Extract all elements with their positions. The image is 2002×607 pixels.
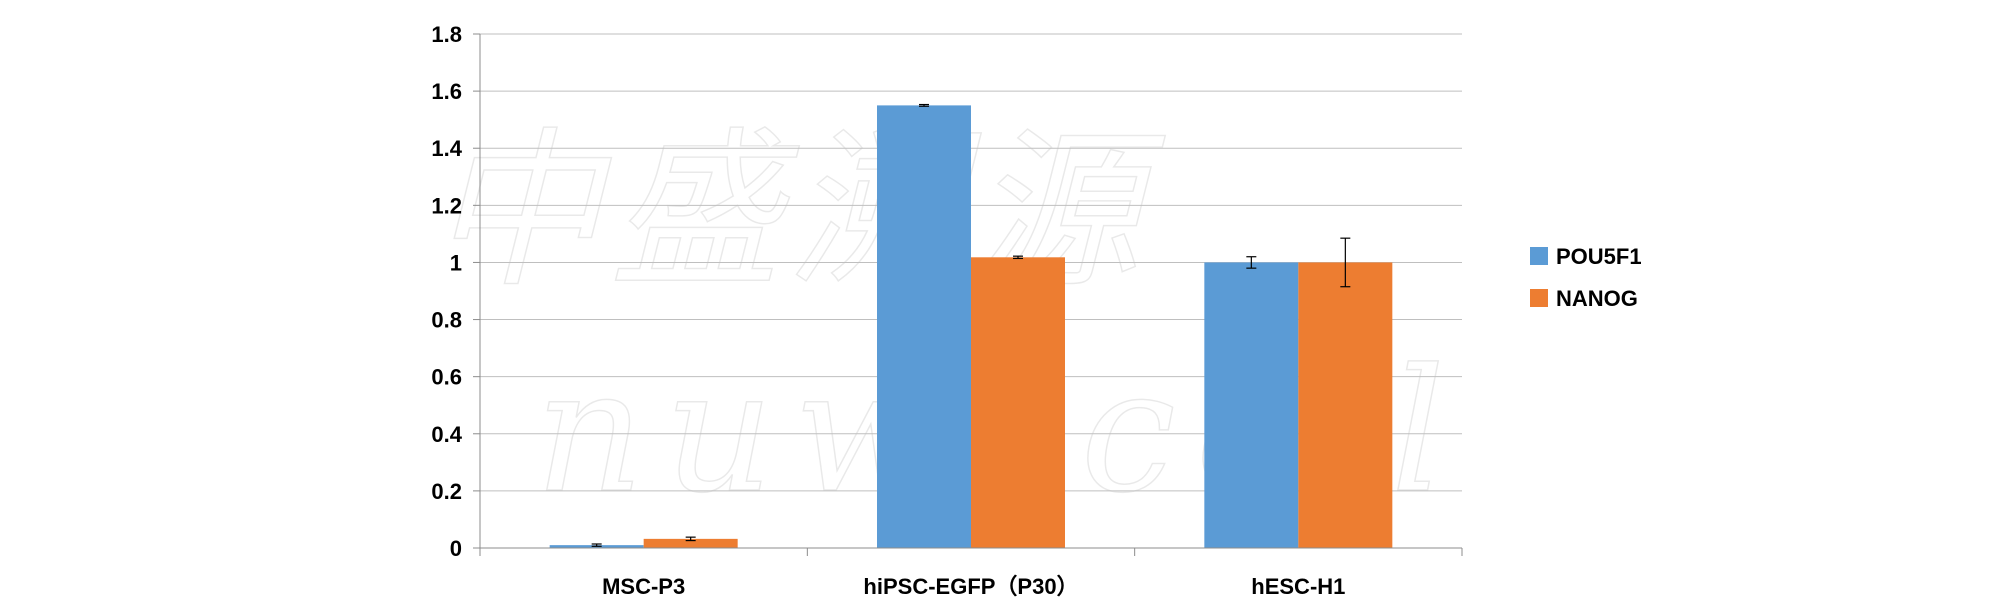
y-tick-label: 0.2 — [431, 479, 462, 504]
bar-pou5f1 — [877, 105, 971, 548]
y-tick-label: 1.2 — [431, 193, 462, 218]
y-tick-label: 1.4 — [431, 136, 462, 161]
x-category-label: hiPSC-EGFP（P30） — [863, 574, 1078, 599]
y-tick-label: 0.4 — [431, 422, 462, 447]
y-tick-label: 0 — [450, 536, 462, 561]
y-tick-label: 1 — [450, 250, 462, 275]
bar-nanog — [643, 538, 738, 548]
x-category-label: MSC-P3 — [602, 574, 685, 599]
y-tick-label: 0.8 — [431, 308, 462, 333]
legend-label-pou5f1: POU5F1 — [1556, 244, 1642, 269]
y-tick-label: 1.8 — [431, 22, 462, 47]
legend-swatch-pou5f1 — [1530, 247, 1548, 265]
y-tick-label: 1.6 — [431, 79, 462, 104]
legend-swatch-nanog — [1530, 289, 1548, 307]
axes — [479, 34, 1463, 556]
legend-label-nanog: NANOG — [1556, 286, 1638, 311]
legend: POU5F1 NANOG — [1530, 244, 1642, 311]
bar-nanog — [971, 257, 1065, 548]
bar-pou5f1 — [1204, 262, 1299, 548]
error-bars — [591, 103, 1351, 547]
bars — [549, 105, 1393, 548]
x-category-label: hESC-H1 — [1251, 574, 1345, 599]
y-tick-label: 0.6 — [431, 365, 462, 390]
y-axis-tick-labels: 0 0.2 0.4 0.6 0.8 1 1.2 1.4 1.6 1.8 — [431, 22, 462, 561]
x-axis-category-labels: MSC-P3 hiPSC-EGFP（P30） hESC-H1 — [602, 574, 1345, 599]
bar-nanog — [1298, 262, 1393, 548]
